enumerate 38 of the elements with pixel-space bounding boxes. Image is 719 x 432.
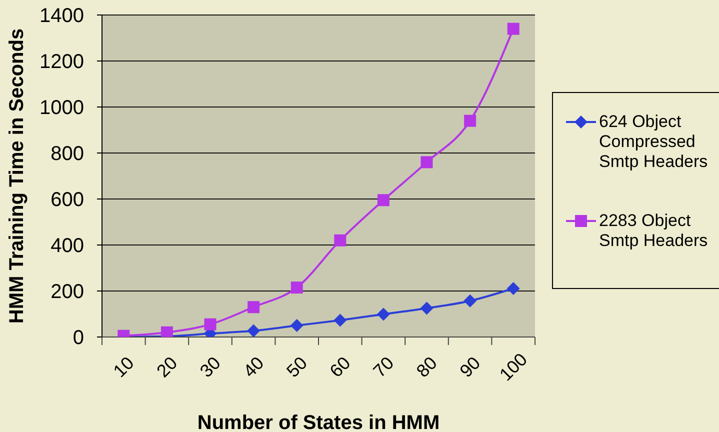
point xyxy=(334,314,347,327)
point xyxy=(420,156,433,168)
point xyxy=(507,22,520,35)
legend-label: 624 Object Compressed Smtp Headers xyxy=(599,112,709,172)
point xyxy=(376,308,390,321)
point xyxy=(377,194,390,206)
point xyxy=(506,282,520,295)
point xyxy=(464,294,477,308)
point xyxy=(160,326,173,337)
x-tick-label: 60 xyxy=(326,352,354,382)
x-tick-label: 10 xyxy=(109,352,138,382)
y-tick-label: 200 xyxy=(50,281,84,304)
y-tick-label: 1000 xyxy=(40,97,84,120)
x-tick-label: 30 xyxy=(196,352,224,382)
x-tick-label: 70 xyxy=(369,352,398,382)
x-tick-label: 40 xyxy=(239,352,268,382)
y-tick-label: 400 xyxy=(50,235,84,258)
y-tick-label: 600 xyxy=(50,189,84,212)
point xyxy=(464,114,476,127)
point xyxy=(247,324,260,337)
x-tick-label: 100 xyxy=(496,349,532,385)
point xyxy=(204,318,216,330)
legend-label: 2283 Object Smtp Headers xyxy=(599,211,709,251)
y-axis-title: HMM Training Time in Seconds xyxy=(6,28,28,324)
point xyxy=(290,282,303,294)
x-tick-label: 90 xyxy=(456,352,484,382)
point xyxy=(334,234,346,246)
y-tick-label: 800 xyxy=(50,143,84,166)
point xyxy=(290,319,304,332)
y-tick-label: 1200 xyxy=(40,51,84,74)
y-tick-label: 0 xyxy=(72,327,84,350)
y-tick-label: 1400 xyxy=(40,5,84,28)
point xyxy=(420,302,434,315)
x-tick-label: 20 xyxy=(152,352,182,382)
x-tick-label: 80 xyxy=(412,352,441,382)
point xyxy=(248,301,260,314)
x-axis-title: Number of States in HMM xyxy=(197,412,440,432)
x-tick-label: 50 xyxy=(282,352,312,382)
